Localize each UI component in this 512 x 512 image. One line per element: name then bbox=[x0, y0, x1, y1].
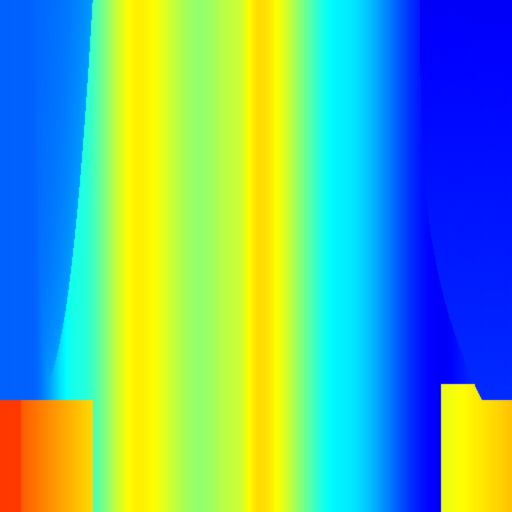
color-field-image bbox=[0, 0, 512, 512]
jet-colormap-field bbox=[0, 0, 512, 512]
